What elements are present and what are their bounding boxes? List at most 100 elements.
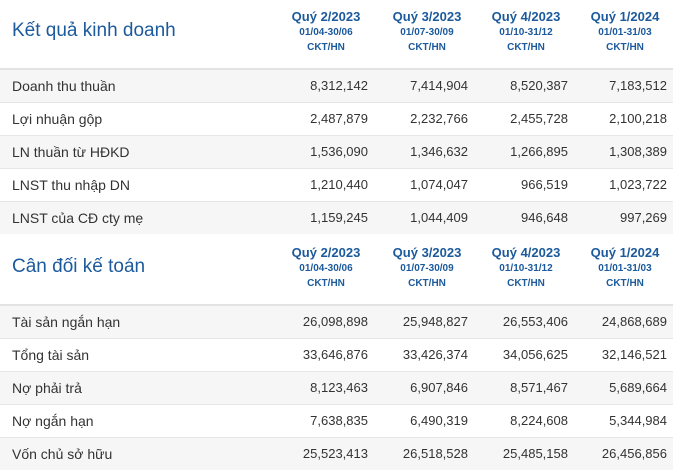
quarter-label: Quý 3/2023 bbox=[392, 245, 462, 260]
quarter-label: Quý 4/2023 bbox=[491, 245, 561, 260]
unit-label: CKT/HN bbox=[408, 42, 446, 53]
balance-table: Tài sản ngắn hạn 26,098,898 25,948,827 2… bbox=[0, 304, 673, 470]
cell-value: 7,638,835 bbox=[310, 413, 368, 428]
cell-value: 26,456,856 bbox=[601, 446, 667, 461]
cell-value: 34,056,625 bbox=[502, 347, 568, 362]
table-row: LNST thu nhập DN 1,210,440 1,074,047 966… bbox=[0, 169, 673, 202]
cell-value: 6,907,846 bbox=[410, 380, 468, 395]
table-row: Tài sản ngắn hạn 26,098,898 25,948,827 2… bbox=[0, 306, 673, 339]
income-col-header[interactable]: Quý 1/2024 01/01-31/03 CKT/HN bbox=[575, 8, 673, 55]
unit-label: CKT/HN bbox=[606, 278, 644, 289]
cell-value: 6,490,319 bbox=[410, 413, 468, 428]
row-label: Lợi nhuận gộp bbox=[12, 111, 103, 127]
balance-col-header[interactable]: Quý 3/2023 01/07-30/09 CKT/HN bbox=[377, 244, 477, 291]
unit-label: CKT/HN bbox=[307, 42, 345, 53]
income-statement-section: Kết quả kinh doanh Quý 2/2023 01/04-30/0… bbox=[0, 0, 673, 234]
unit-label: CKT/HN bbox=[507, 278, 545, 289]
cell-value: 1,536,090 bbox=[310, 144, 368, 159]
cell-value: 25,485,158 bbox=[502, 446, 568, 461]
balance-header: Cân đối kế toán Quý 2/2023 01/04-30/06 C… bbox=[0, 236, 673, 304]
quarter-label: Quý 2/2023 bbox=[291, 9, 361, 24]
table-row: Tổng tài sản 33,646,876 33,426,374 34,05… bbox=[0, 339, 673, 372]
cell-value: 26,553,406 bbox=[502, 314, 568, 329]
unit-label: CKT/HN bbox=[606, 42, 644, 53]
date-range: 01/07-30/09 bbox=[400, 263, 454, 274]
row-label: Vốn chủ sở hữu bbox=[12, 446, 113, 462]
cell-value: 8,520,387 bbox=[510, 78, 568, 93]
balance-col-header[interactable]: Quý 1/2024 01/01-31/03 CKT/HN bbox=[575, 244, 673, 291]
table-row: LNST của CĐ cty mẹ 1,159,245 1,044,409 9… bbox=[0, 202, 673, 234]
table-row: Nợ ngắn hạn 7,638,835 6,490,319 8,224,60… bbox=[0, 405, 673, 438]
cell-value: 997,269 bbox=[620, 210, 667, 225]
cell-value: 1,044,409 bbox=[410, 210, 468, 225]
cell-value: 7,414,904 bbox=[410, 78, 468, 93]
cell-value: 8,571,467 bbox=[510, 380, 568, 395]
cell-value: 25,523,413 bbox=[302, 446, 368, 461]
date-range: 01/04-30/06 bbox=[299, 27, 353, 38]
date-range: 01/01-31/03 bbox=[598, 27, 652, 38]
balance-col-header[interactable]: Quý 2/2023 01/04-30/06 CKT/HN bbox=[276, 244, 376, 291]
cell-value: 946,648 bbox=[521, 210, 568, 225]
cell-value: 26,518,528 bbox=[402, 446, 468, 461]
cell-value: 966,519 bbox=[521, 177, 568, 192]
cell-value: 1,159,245 bbox=[310, 210, 368, 225]
cell-value: 8,224,608 bbox=[510, 413, 568, 428]
cell-value: 1,074,047 bbox=[410, 177, 468, 192]
balance-sheet-section: Cân đối kế toán Quý 2/2023 01/04-30/06 C… bbox=[0, 236, 673, 470]
quarter-label: Quý 4/2023 bbox=[491, 9, 561, 24]
income-col-header[interactable]: Quý 2/2023 01/04-30/06 CKT/HN bbox=[276, 8, 376, 55]
date-range: 01/10-31/12 bbox=[499, 263, 553, 274]
row-label: LN thuần từ HĐKD bbox=[12, 144, 130, 160]
quarter-label: Quý 3/2023 bbox=[392, 9, 462, 24]
income-header: Kết quả kinh doanh Quý 2/2023 01/04-30/0… bbox=[0, 0, 673, 68]
row-label: LNST của CĐ cty mẹ bbox=[12, 210, 144, 226]
income-col-header[interactable]: Quý 4/2023 01/10-31/12 CKT/HN bbox=[476, 8, 576, 55]
cell-value: 2,232,766 bbox=[410, 111, 468, 126]
date-range: 01/10-31/12 bbox=[499, 27, 553, 38]
cell-value: 2,487,879 bbox=[310, 111, 368, 126]
cell-value: 2,455,728 bbox=[510, 111, 568, 126]
cell-value: 2,100,218 bbox=[609, 111, 667, 126]
table-row: Vốn chủ sở hữu 25,523,413 26,518,528 25,… bbox=[0, 438, 673, 470]
unit-label: CKT/HN bbox=[408, 278, 446, 289]
row-label: LNST thu nhập DN bbox=[12, 177, 131, 193]
row-label: Tổng tài sản bbox=[12, 347, 90, 363]
cell-value: 1,023,722 bbox=[609, 177, 667, 192]
income-table: Doanh thu thuần 8,312,142 7,414,904 8,52… bbox=[0, 68, 673, 234]
cell-value: 5,344,984 bbox=[609, 413, 667, 428]
row-label: Nợ phải trả bbox=[12, 380, 82, 396]
cell-value: 8,312,142 bbox=[310, 78, 368, 93]
income-col-header[interactable]: Quý 3/2023 01/07-30/09 CKT/HN bbox=[377, 8, 477, 55]
cell-value: 32,146,521 bbox=[601, 347, 667, 362]
income-title: Kết quả kinh doanh bbox=[12, 20, 176, 41]
cell-value: 33,426,374 bbox=[402, 347, 468, 362]
cell-value: 1,346,632 bbox=[410, 144, 468, 159]
cell-value: 33,646,876 bbox=[302, 347, 368, 362]
date-range: 01/01-31/03 bbox=[598, 263, 652, 274]
row-label: Doanh thu thuần bbox=[12, 78, 116, 94]
row-label: Nợ ngắn hạn bbox=[12, 413, 94, 429]
cell-value: 1,266,895 bbox=[510, 144, 568, 159]
balance-col-header[interactable]: Quý 4/2023 01/10-31/12 CKT/HN bbox=[476, 244, 576, 291]
quarter-label: Quý 2/2023 bbox=[291, 245, 361, 260]
cell-value: 24,868,689 bbox=[601, 314, 667, 329]
unit-label: CKT/HN bbox=[307, 278, 345, 289]
cell-value: 25,948,827 bbox=[402, 314, 468, 329]
cell-value: 1,308,389 bbox=[609, 144, 667, 159]
cell-value: 7,183,512 bbox=[609, 78, 667, 93]
table-row: Nợ phải trả 8,123,463 6,907,846 8,571,46… bbox=[0, 372, 673, 405]
quarter-label: Quý 1/2024 bbox=[590, 245, 660, 260]
date-range: 01/07-30/09 bbox=[400, 27, 454, 38]
cell-value: 1,210,440 bbox=[310, 177, 368, 192]
balance-title: Cân đối kế toán bbox=[12, 256, 146, 277]
unit-label: CKT/HN bbox=[507, 42, 545, 53]
cell-value: 5,689,664 bbox=[609, 380, 667, 395]
table-row: LN thuần từ HĐKD 1,536,090 1,346,632 1,2… bbox=[0, 136, 673, 169]
cell-value: 8,123,463 bbox=[310, 380, 368, 395]
table-row: Lợi nhuận gộp 2,487,879 2,232,766 2,455,… bbox=[0, 103, 673, 136]
quarter-label: Quý 1/2024 bbox=[590, 9, 660, 24]
table-row: Doanh thu thuần 8,312,142 7,414,904 8,52… bbox=[0, 70, 673, 103]
date-range: 01/04-30/06 bbox=[299, 263, 353, 274]
cell-value: 26,098,898 bbox=[302, 314, 368, 329]
row-label: Tài sản ngắn hạn bbox=[12, 314, 121, 330]
